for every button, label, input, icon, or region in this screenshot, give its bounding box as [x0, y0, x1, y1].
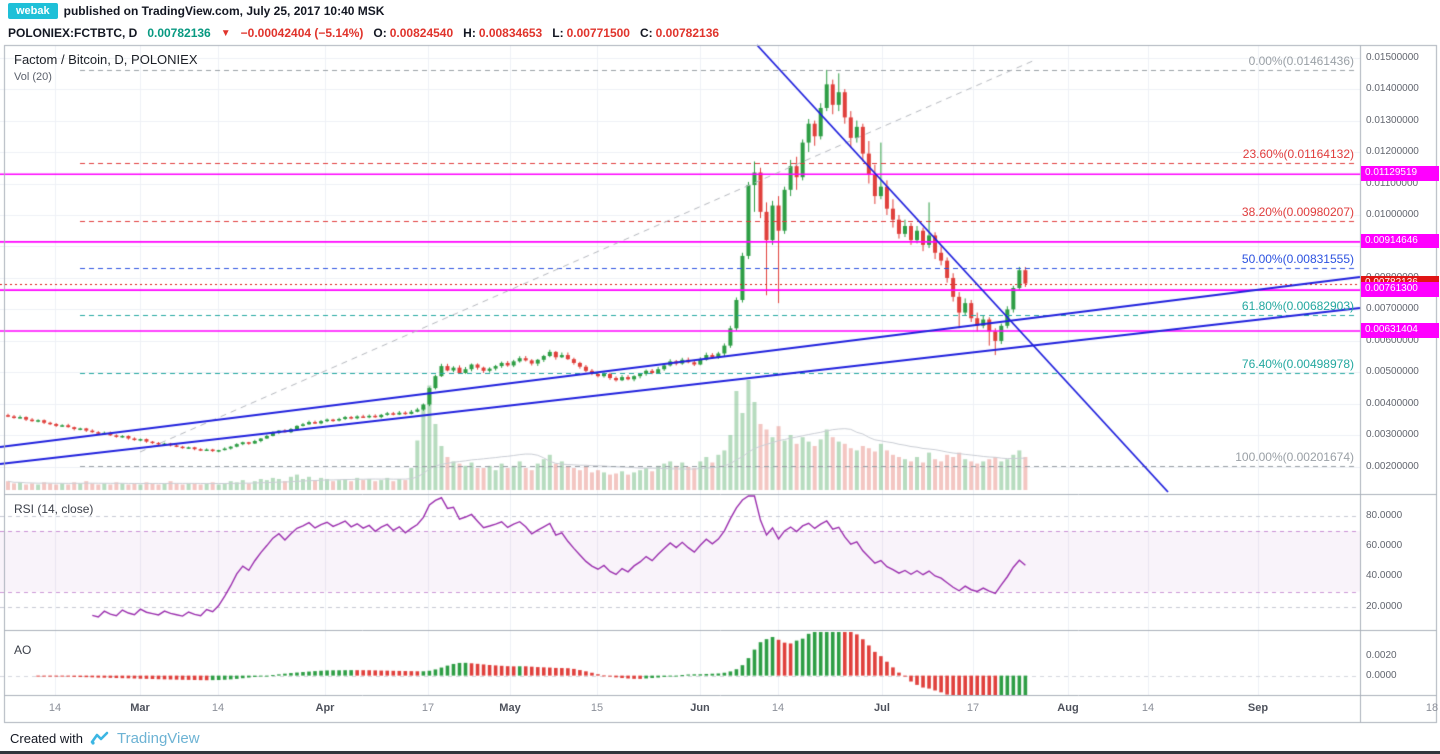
high-label: H:	[463, 26, 476, 40]
open-number: 0.00824540	[389, 26, 454, 40]
bottom-border	[0, 751, 1440, 754]
price-change: −0.00042404 (−5.14%)	[240, 26, 364, 40]
close-number: 0.00782136	[655, 26, 720, 40]
close-label: C:	[639, 26, 653, 40]
ao-legend: AO	[14, 643, 32, 657]
tradingview-brand[interactable]: TradingView	[116, 729, 200, 747]
volume-legend: Vol (20)	[14, 71, 52, 83]
time-axis[interactable]	[0, 695, 1360, 722]
author-badge[interactable]: webak	[8, 3, 58, 19]
last-price-value: 0.00782136	[147, 26, 211, 40]
open-label: O:	[373, 26, 387, 40]
chart-legend-title: Factom / Bitcoin, D, POLONIEX	[14, 52, 198, 67]
publish-info: published on TradingView.com, July 25, 2…	[63, 4, 385, 18]
publish-bar: webak published on TradingView.com, July…	[8, 0, 384, 22]
low-value: L: 0.00771500	[552, 26, 630, 40]
rsi-legend: RSI (14, close)	[14, 502, 94, 516]
symbol-name: POLONIEX:FCTBTC, D	[8, 26, 138, 40]
created-with-text: Created with	[10, 730, 83, 746]
low-label: L:	[552, 26, 564, 40]
price-axis[interactable]	[1360, 45, 1440, 722]
down-arrow-icon: ▼	[220, 27, 231, 39]
symbol-info-bar: POLONIEX:FCTBTC, D 0.00782136 ▼ −0.00042…	[8, 24, 719, 42]
high-number: 0.00834653	[478, 26, 543, 40]
low-number: 0.00771500	[566, 26, 630, 40]
tradingview-logo-icon	[90, 731, 110, 746]
open-value: O: 0.00824540	[373, 26, 453, 40]
high-value: H: 0.00834653	[463, 26, 542, 40]
footer: Created with TradingView	[10, 726, 200, 750]
close-value: C: 0.00782136	[640, 26, 719, 40]
